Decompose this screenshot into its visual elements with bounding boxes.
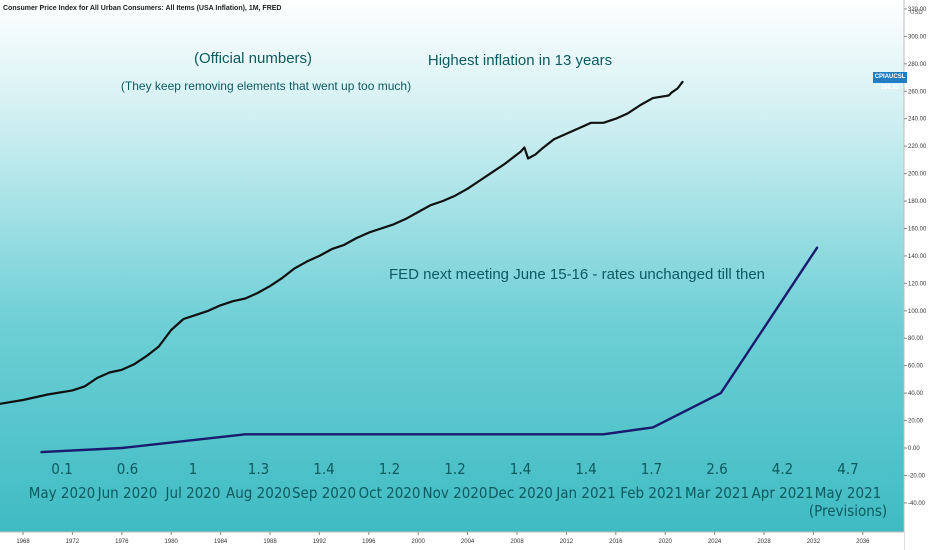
month-label: Mar 2021	[684, 484, 750, 502]
cpi-series-line	[0, 80, 684, 405]
y-tick-label: 40.00	[908, 391, 924, 397]
monthly-value-label: 1.2	[378, 460, 401, 478]
x-tick-label: 1976	[115, 539, 129, 545]
annotation-fed: FED next meeting June 15-16 - rates unch…	[388, 266, 766, 283]
y-tick-label: -40.00	[908, 501, 926, 507]
month-label: Feb 2021	[620, 484, 683, 502]
previsions-label: (Previsions)	[808, 502, 888, 520]
monthly-value-label: 1	[188, 460, 198, 478]
month-label: Nov 2020	[422, 484, 488, 502]
monthly-value-label: 2.6	[706, 460, 728, 478]
y-tick-label: 260.00	[908, 89, 927, 95]
y-tick-label: 140.00	[908, 254, 927, 260]
x-tick-label: 1968	[16, 539, 30, 545]
y-tick-label: 240.00	[908, 117, 927, 123]
y-tick-label: -20.00	[908, 473, 926, 479]
month-label: Apr 2021	[751, 484, 814, 502]
y-tick-label: 80.00	[908, 336, 924, 342]
monthly-value-label: 1.4	[575, 460, 597, 478]
y-tick-label: 160.00	[908, 226, 927, 232]
y-tick-label: 200.00	[908, 172, 927, 178]
x-tick-label: 2028	[757, 539, 771, 545]
month-label: Sep 2020	[291, 484, 357, 502]
month-label: Oct 2020	[358, 484, 421, 502]
y-tick-label: 0.00	[908, 446, 920, 452]
x-tick-label: 2024	[708, 539, 722, 545]
month-label: Jul 2020	[165, 484, 221, 502]
monthly-value-label: 1.2	[444, 460, 466, 478]
monthly-value-label: 1.4	[313, 460, 335, 478]
chart-title: Consumer Price Index for All Urban Consu…	[3, 5, 282, 12]
currency-label: USD	[910, 10, 923, 16]
x-tick-label: 2012	[560, 539, 574, 545]
x-tick-label: 1996	[362, 539, 376, 545]
x-tick-label: 2008	[510, 539, 524, 545]
month-label: Jun 2020	[97, 484, 158, 502]
x-tick-label: 2004	[461, 539, 475, 545]
month-label: May 2020	[28, 484, 96, 502]
x-tick-label: 1992	[313, 539, 327, 545]
y-tick-label: 320.00	[908, 7, 927, 13]
projection-series-line	[40, 246, 819, 454]
price-axis-panel	[904, 0, 932, 550]
annotation-highest: Highest inflation in 13 years	[427, 52, 613, 69]
x-tick-label: 2036	[856, 539, 870, 545]
y-tick-label: 220.00	[908, 144, 927, 150]
current-value-badge: CPIAUCSL 266.83	[873, 72, 907, 91]
y-tick-label: 60.00	[908, 364, 924, 370]
month-label: Aug 2020	[226, 484, 291, 502]
current-value-number: 266.83	[880, 85, 900, 91]
monthly-value-label: 0.1	[51, 460, 73, 478]
y-tick-label: 180.00	[908, 199, 927, 205]
monthly-value-label: 4.7	[837, 460, 859, 478]
month-label: Jan 2021	[556, 484, 616, 502]
y-tick-label: 120.00	[908, 281, 927, 287]
x-tick-label: 2016	[609, 539, 623, 545]
current-value-symbol: CPIAUCSL	[874, 74, 906, 80]
y-tick-label: 280.00	[908, 62, 927, 68]
monthly-value-label: 4.2	[771, 460, 794, 478]
x-tick-label: 2032	[807, 539, 821, 545]
monthly-value-label: 1.7	[640, 460, 663, 478]
annotation-official: (Official numbers)	[193, 50, 313, 67]
y-tick-label: 100.00	[908, 309, 927, 315]
monthly-value-label: 0.6	[116, 460, 139, 478]
x-tick-label: 2020	[659, 539, 673, 545]
x-tick-label: 1980	[165, 539, 179, 545]
x-tick-label: 1988	[263, 539, 277, 545]
y-tick-label: 20.00	[908, 419, 924, 425]
x-tick-label: 1984	[214, 539, 228, 545]
annotation-removing: (They keep removing elements that went u…	[120, 79, 412, 93]
monthly-value-label: 1.4	[509, 460, 532, 478]
month-label: May 2021	[814, 484, 882, 502]
monthly-value-label: 1.3	[247, 460, 270, 478]
month-label: Dec 2020	[488, 484, 553, 502]
y-tick-label: 300.00	[908, 34, 927, 40]
x-tick-label: 2000	[412, 539, 426, 545]
time-axis-panel	[0, 532, 904, 550]
x-tick-label: 1972	[66, 539, 80, 545]
